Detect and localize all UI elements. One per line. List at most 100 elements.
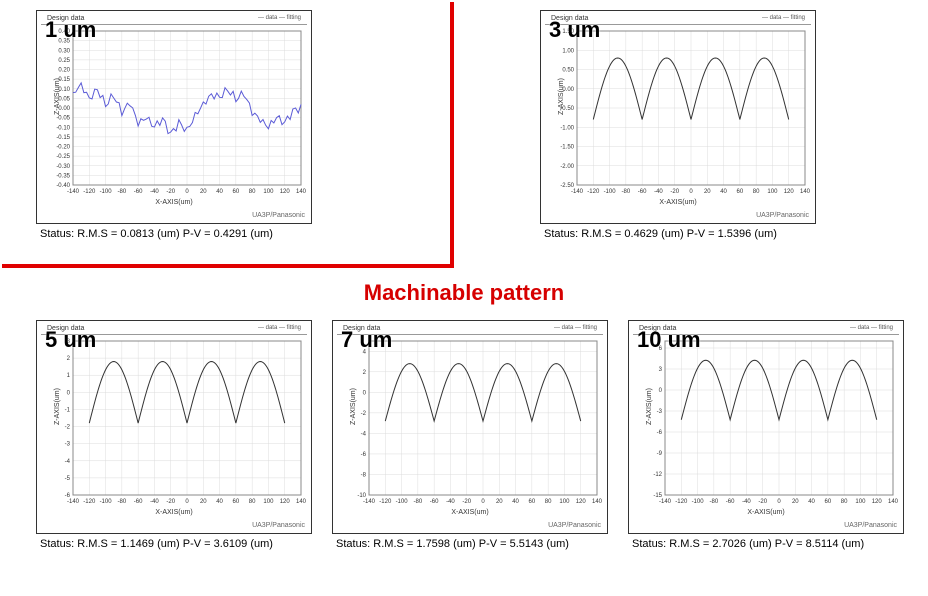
svg-text:-3: -3 xyxy=(657,409,663,415)
svg-text:140: 140 xyxy=(296,189,307,195)
svg-text:-0.05: -0.05 xyxy=(56,116,70,122)
svg-text:-20: -20 xyxy=(166,189,175,195)
svg-text:-100: -100 xyxy=(604,189,617,195)
brand-text: UA3P/Panasonic xyxy=(756,212,809,219)
svg-text:140: 140 xyxy=(592,499,603,505)
brand-text: UA3P/Panasonic xyxy=(252,522,305,529)
svg-text:-40: -40 xyxy=(150,189,159,195)
svg-text:3: 3 xyxy=(659,367,663,373)
svg-text:120: 120 xyxy=(784,189,795,195)
svg-text:120: 120 xyxy=(872,499,883,505)
svg-text:80: 80 xyxy=(249,499,256,505)
um-label: 5 um xyxy=(45,327,96,353)
svg-text:60: 60 xyxy=(233,189,240,195)
svg-text:100: 100 xyxy=(559,499,570,505)
svg-text:-2.00: -2.00 xyxy=(560,164,574,170)
svg-text:0.10: 0.10 xyxy=(58,87,70,93)
top-row: Design data — data — fitting 1 um Z-AXIS… xyxy=(36,10,816,240)
svg-text:120: 120 xyxy=(280,189,291,195)
svg-text:-120: -120 xyxy=(675,499,688,505)
svg-text:100: 100 xyxy=(263,189,274,195)
svg-text:0.05: 0.05 xyxy=(58,96,70,102)
svg-text:-8: -8 xyxy=(361,472,367,478)
svg-text:-120: -120 xyxy=(83,189,96,195)
svg-text:2: 2 xyxy=(67,356,71,362)
svg-text:80: 80 xyxy=(841,499,848,505)
plot-area: Z-AXIS(um) -140-120-100-80-60-40-2002040… xyxy=(41,25,307,201)
svg-text:-20: -20 xyxy=(462,499,471,505)
svg-text:-20: -20 xyxy=(670,189,679,195)
status-line: Status: R.M.S = 0.4629 (um) P-V = 1.5396… xyxy=(540,224,816,240)
svg-text:-120: -120 xyxy=(83,499,96,505)
svg-text:-0.30: -0.30 xyxy=(56,164,70,170)
chart-legend: — data — fitting xyxy=(850,325,893,332)
svg-text:-80: -80 xyxy=(414,499,423,505)
svg-text:-140: -140 xyxy=(67,499,80,505)
svg-text:-60: -60 xyxy=(134,189,143,195)
svg-text:0: 0 xyxy=(481,499,485,505)
svg-text:0: 0 xyxy=(185,189,189,195)
svg-text:-0.20: -0.20 xyxy=(56,145,70,151)
svg-text:40: 40 xyxy=(720,189,727,195)
svg-text:-60: -60 xyxy=(430,499,439,505)
svg-text:-60: -60 xyxy=(638,189,647,195)
svg-text:0.00: 0.00 xyxy=(58,106,70,112)
svg-text:0: 0 xyxy=(185,499,189,505)
svg-text:80: 80 xyxy=(249,189,256,195)
svg-text:1: 1 xyxy=(67,373,71,379)
svg-text:-15: -15 xyxy=(653,493,662,499)
chart-box: Design data — data — fitting 1 um Z-AXIS… xyxy=(36,10,312,224)
svg-text:-20: -20 xyxy=(758,499,767,505)
svg-text:-4: -4 xyxy=(65,459,71,465)
svg-text:-80: -80 xyxy=(118,499,127,505)
svg-text:-0.15: -0.15 xyxy=(56,135,70,141)
svg-text:80: 80 xyxy=(545,499,552,505)
svg-text:-3: -3 xyxy=(65,442,71,448)
svg-text:-4: -4 xyxy=(361,431,367,437)
plot-area: Z-AXIS(um) -140-120-100-80-60-40-2002040… xyxy=(41,335,307,511)
svg-text:-100: -100 xyxy=(100,499,113,505)
svg-text:-5: -5 xyxy=(65,476,71,482)
svg-text:-1.50: -1.50 xyxy=(560,145,574,151)
svg-text:-1.00: -1.00 xyxy=(560,125,574,131)
svg-text:-60: -60 xyxy=(134,499,143,505)
svg-text:40: 40 xyxy=(808,499,815,505)
svg-text:-40: -40 xyxy=(446,499,455,505)
svg-text:0: 0 xyxy=(659,388,663,394)
svg-text:80: 80 xyxy=(753,189,760,195)
um-label: 3 um xyxy=(549,17,600,43)
svg-text:-100: -100 xyxy=(100,189,113,195)
panel-5um: Design data — data — fitting 5 um Z-AXIS… xyxy=(36,320,312,550)
svg-text:-140: -140 xyxy=(67,189,80,195)
chart-legend: — data — fitting xyxy=(762,15,805,22)
svg-text:-40: -40 xyxy=(654,189,663,195)
spacer xyxy=(336,10,516,240)
svg-text:-1: -1 xyxy=(65,407,71,413)
svg-text:-12: -12 xyxy=(653,472,662,478)
svg-text:60: 60 xyxy=(233,499,240,505)
svg-text:20: 20 xyxy=(496,499,503,505)
chart-legend: — data — fitting xyxy=(554,325,597,332)
svg-text:-6: -6 xyxy=(361,452,367,458)
svg-text:2: 2 xyxy=(363,370,367,376)
svg-text:-140: -140 xyxy=(659,499,672,505)
svg-text:20: 20 xyxy=(704,189,711,195)
um-label: 10 um xyxy=(637,327,701,353)
chart-box: Design data — data — fitting 7 um Z-AXIS… xyxy=(332,320,608,534)
svg-text:0.15: 0.15 xyxy=(58,77,70,83)
plot-area: Z-AXIS(um) -140-120-100-80-60-40-2002040… xyxy=(545,25,811,201)
chart-legend: — data — fitting xyxy=(258,325,301,332)
status-line: Status: R.M.S = 1.7598 (um) P-V = 5.5143… xyxy=(332,534,608,550)
svg-text:140: 140 xyxy=(800,189,811,195)
svg-text:100: 100 xyxy=(855,499,866,505)
svg-text:120: 120 xyxy=(280,499,291,505)
svg-text:40: 40 xyxy=(512,499,519,505)
svg-text:-0.10: -0.10 xyxy=(56,125,70,131)
svg-text:-140: -140 xyxy=(363,499,376,505)
chart-box: Design data — data — fitting 5 um Z-AXIS… xyxy=(36,320,312,534)
svg-text:-100: -100 xyxy=(396,499,409,505)
svg-text:-100: -100 xyxy=(692,499,705,505)
svg-text:-10: -10 xyxy=(357,493,366,499)
svg-text:140: 140 xyxy=(296,499,307,505)
svg-text:-0.50: -0.50 xyxy=(560,106,574,112)
